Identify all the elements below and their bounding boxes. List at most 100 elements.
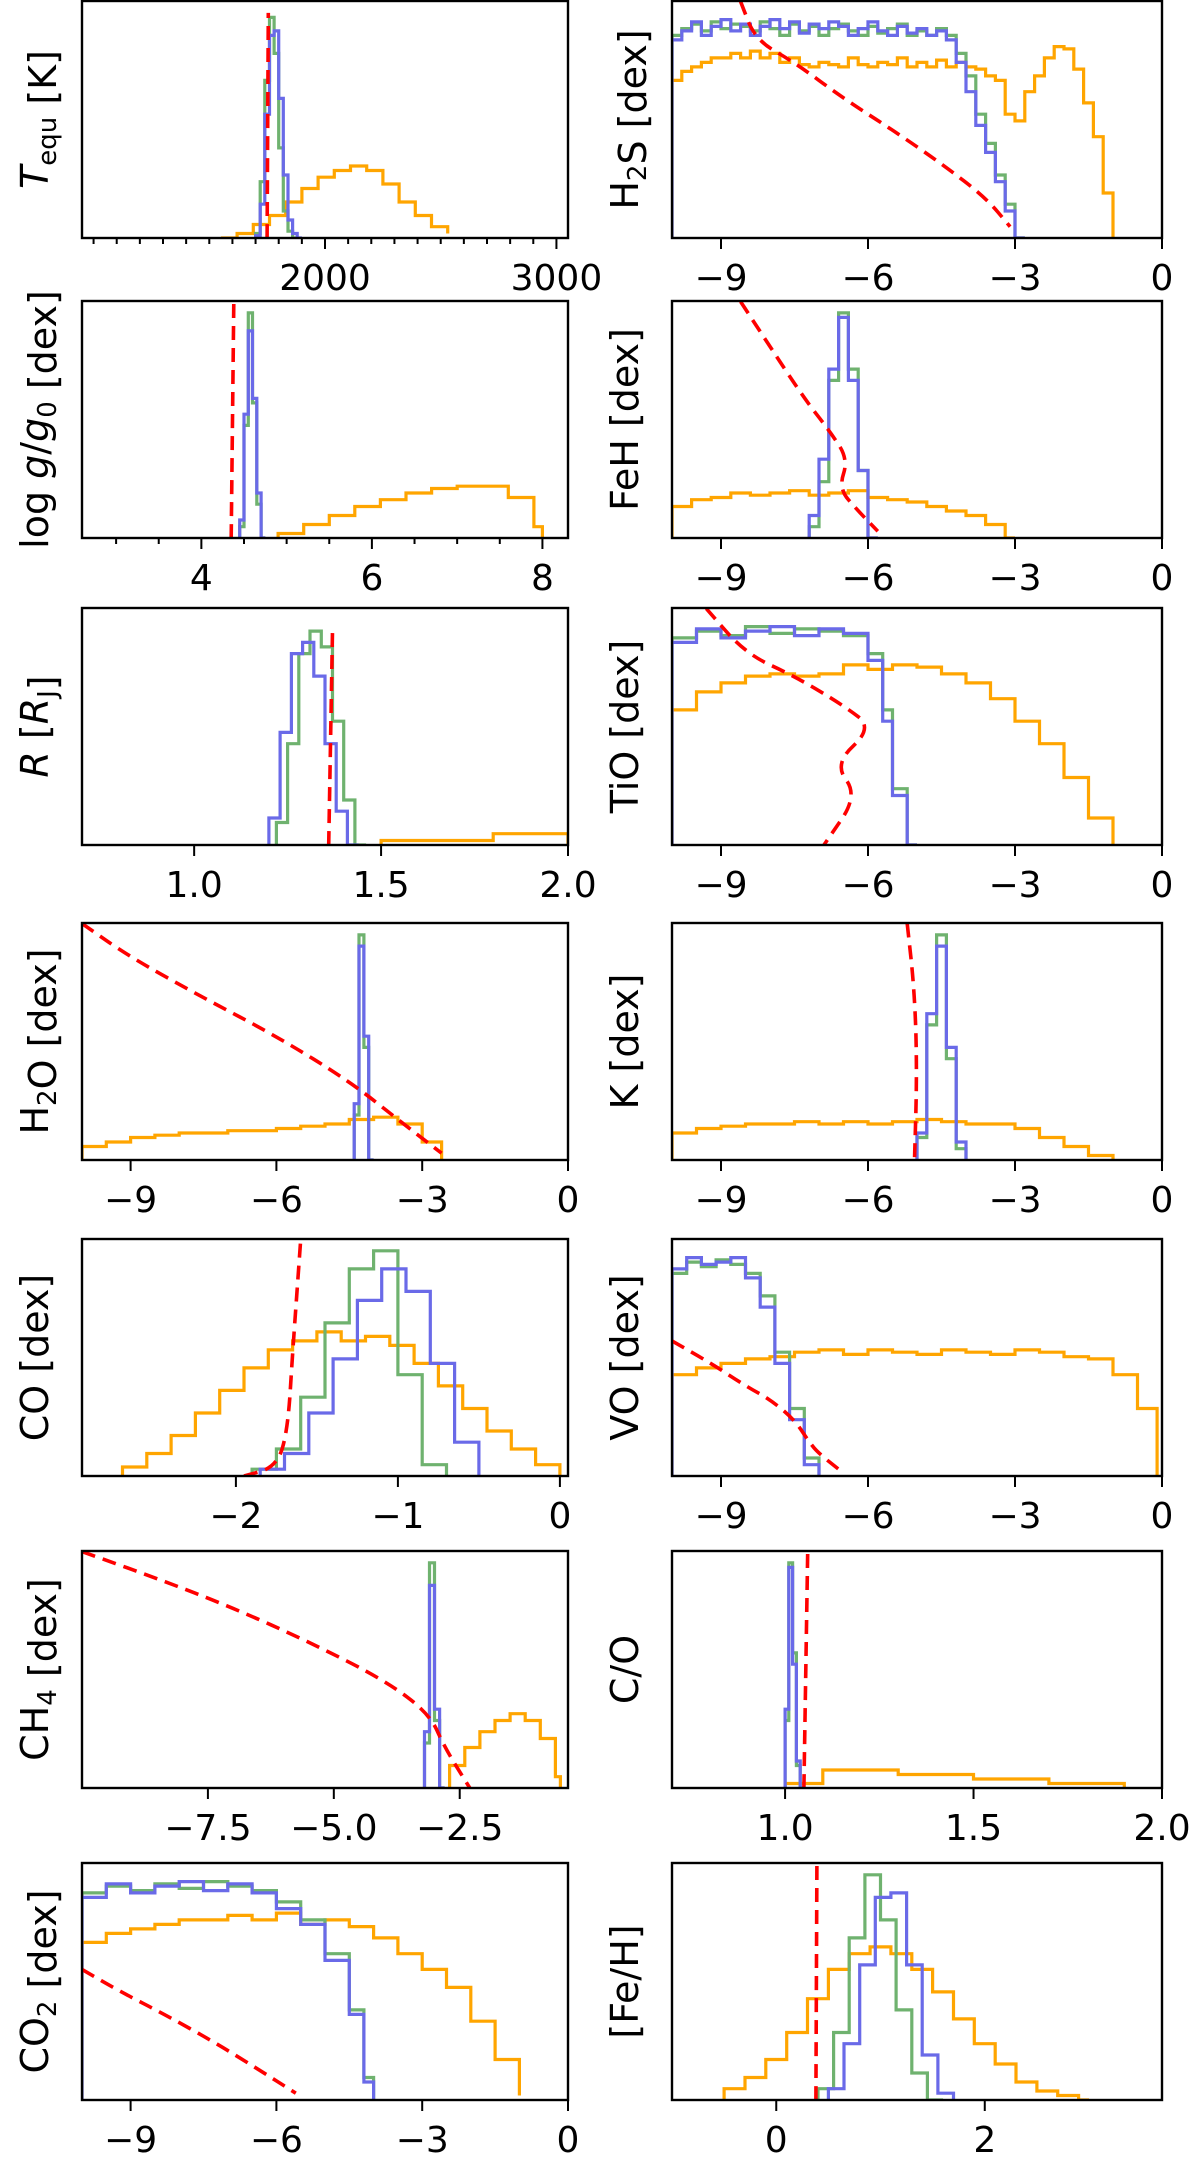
axes-frame [80,1237,570,1478]
tick-label: −3 [396,2120,449,2161]
tick-label: −6 [841,258,894,299]
y-axis-label: VO [dex] [603,1274,647,1440]
y-axis-label: R [RJ] [13,675,65,777]
hist-green [816,1873,944,2100]
axes-frame [80,299,570,540]
tick-label: −9 [694,1180,747,1221]
tick-label: −9 [694,558,747,599]
tick-label: 0 [1151,865,1174,906]
tick-label: −3 [396,1180,449,1221]
tick-label: 8 [531,558,554,599]
plot-area [82,1880,521,2100]
tick-label: 1.5 [352,865,409,906]
hist-blue [238,329,266,538]
hist-blue [258,1267,481,1476]
tick-label: −3 [988,1180,1041,1221]
hist-blue [915,944,968,1160]
axes-frame [670,921,1164,1162]
hist-orange [276,484,544,538]
plot-area [672,608,1115,845]
y-axis-label: H2S [dex] [603,29,655,209]
tick-label: −7.5 [164,1808,251,1849]
truth-curve [672,1339,840,1471]
y-axis-label: CH4 [dex] [13,1578,65,1761]
panel-0: 2000 3000 Tequ [K] [13,0,603,299]
hist-orange [448,1712,562,1788]
hist-blue [267,640,359,845]
y-axis-label: Tequ [K] [13,50,65,189]
tick-label: 0 [557,2120,580,2161]
truth-curve [704,608,867,845]
tick-label: 0 [1151,558,1174,599]
hist-blue [672,18,1025,238]
hist-orange [672,489,1015,538]
panel-6: −9 −6 −3 0 H2O [dex] [13,921,580,1221]
tick-label: 0 [1151,258,1174,299]
tick-label: 0 [765,2120,788,2161]
axes-frame [670,1549,1164,1790]
hist-green [250,1249,449,1476]
plot-area [229,301,544,538]
tick-label: 0 [548,1496,571,1537]
tick-label: −6 [250,2120,303,2161]
tick-label: −9 [104,1180,157,1221]
hist-blue [82,1880,376,2100]
y-axis-label: H2O [dex] [13,948,65,1134]
tick-label: −9 [694,258,747,299]
panel-1: −9 −6 −3 0 H2S [dex] [603,0,1174,299]
hist-blue [352,944,374,1160]
plot-area [672,301,1015,538]
tick-label: −9 [104,2120,157,2161]
hist-blue [254,29,302,238]
panel-8: −2 −1 0 CO [dex] [13,1237,571,1537]
tick-label: 2000 [279,258,371,299]
plot-area [722,1863,1089,2100]
truth-curve [82,1551,472,1788]
hist-green [274,629,367,845]
tick-label: −6 [250,1180,303,1221]
tick-label: −5.0 [290,1808,377,1849]
hist-orange [82,1115,444,1160]
hist-blue [783,1565,804,1788]
hist-green [254,15,298,238]
tick-label: 0 [557,1180,580,1221]
tick-label: −6 [841,1496,894,1537]
truth-curve [265,12,271,238]
hist-blue [807,315,878,538]
tick-label: −3 [988,558,1041,599]
hist-orange [672,1348,1159,1476]
panel-3: −9 −6 −3 0 FeH [dex] [603,299,1174,599]
truth-curve [326,631,335,845]
truth-curve [905,923,919,1160]
tick-label: −6 [841,1180,894,1221]
axes-frame [670,299,1164,540]
hist-orange [672,1117,1115,1160]
y-axis-label: TiO [dex] [603,640,647,815]
axes-frame [80,921,570,1162]
tick-label: 6 [360,558,383,599]
y-axis-label: CO2 [dex] [13,1889,65,2073]
tick-label: −3 [988,865,1041,906]
panel-13: 0 2 [Fe/H] [603,1861,1164,2161]
y-axis-label: C/O [603,1635,647,1704]
panel-7: −9 −6 −3 0 K [dex] [603,921,1174,1221]
axes-frame [670,0,1164,240]
hist-blue [672,625,917,845]
hist-green [672,1258,821,1476]
truth-curve [814,1863,819,2100]
axes-frame [670,606,1164,847]
hist-blue [826,1891,956,2100]
tick-label: 0 [1151,1180,1174,1221]
hist-green [915,933,968,1160]
panel-9: −9 −6 −3 0 VO [dex] [603,1237,1173,1537]
plot-area [120,1239,562,1476]
tick-label: 1.0 [756,1808,813,1849]
y-axis-label: FeH [dex] [603,328,647,511]
tick-label: −2.5 [416,1808,503,1849]
truth-curve [229,301,236,538]
panel-11: 1.0 1.5 2.0 C/O [603,1549,1191,1849]
hist-orange [672,663,1115,845]
tick-label: −9 [694,865,747,906]
tick-label: 3000 [511,258,603,299]
hist-green [672,20,1025,238]
